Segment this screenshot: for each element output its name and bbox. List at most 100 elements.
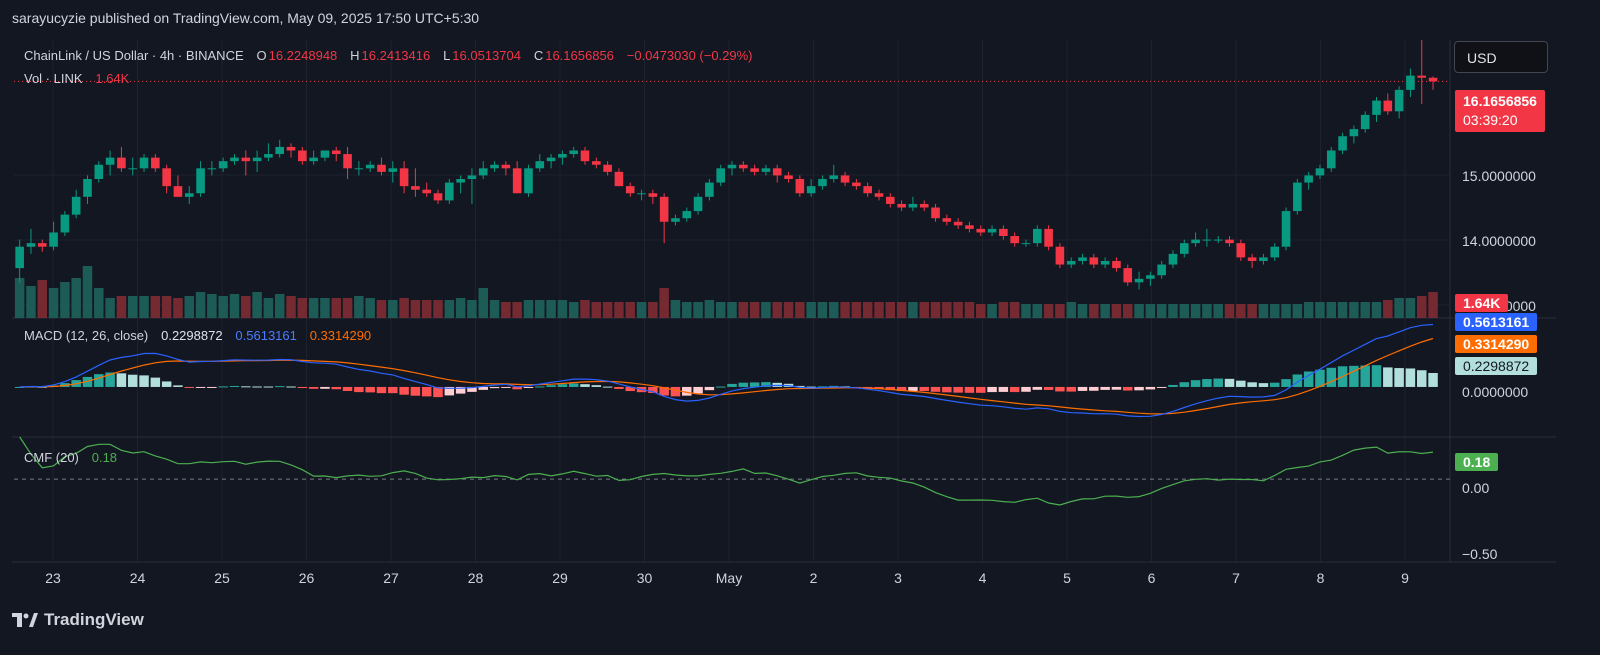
macd-signal-value: 0.3314290 [309, 328, 372, 343]
volume-bar [195, 292, 206, 318]
volume-bar [591, 302, 602, 318]
candle-body [829, 175, 839, 179]
candle-body [49, 232, 58, 247]
symbol-label[interactable]: ChainLink / US Dollar · 4h · BINANCE [24, 48, 244, 63]
volume-bar [693, 302, 703, 318]
candle-body [1213, 239, 1223, 241]
candle-body [433, 193, 443, 201]
time-tick-label: 25 [214, 570, 230, 586]
volume-bar [738, 302, 749, 318]
volume-bar [14, 278, 25, 318]
footer-brand[interactable]: TradingView [12, 610, 144, 630]
time-tick-label: 5 [1063, 570, 1071, 586]
volume-bar [614, 302, 624, 318]
volume-bar [455, 298, 466, 318]
macd-hist-bar [1315, 369, 1325, 387]
macd-hist-bar [105, 372, 115, 387]
candle-body [1383, 100, 1393, 112]
macd-hist-bar [727, 383, 737, 387]
volume-bar [998, 302, 1009, 318]
volume-bar [772, 302, 782, 318]
candle-body [1349, 129, 1359, 137]
candle-body [411, 186, 420, 190]
candle-body [1236, 243, 1246, 258]
candle-body [445, 182, 454, 201]
candle-body [15, 246, 24, 269]
candle-body [1360, 114, 1370, 130]
volume-label[interactable]: Vol · LINK [24, 71, 83, 86]
candle-body [569, 150, 578, 155]
macd-hist-bar [1009, 386, 1020, 393]
volume-bar [1009, 302, 1020, 318]
macd-hist-bar [1055, 386, 1065, 392]
volume-bar [1122, 304, 1133, 318]
candle-body [784, 175, 793, 179]
volume-bar [1202, 304, 1212, 318]
macd-hist-bar [421, 386, 432, 397]
candle-body [953, 221, 963, 226]
volume-bar [433, 300, 443, 318]
volume-bar [1303, 302, 1314, 318]
volume-bar [150, 296, 161, 318]
time-axis[interactable]: 23 24 25 26 27 28 29 30 May 2 3 4 5 6 7 8 9 [12, 562, 1450, 592]
macd-hist-bar [817, 386, 828, 388]
candle-body [388, 168, 398, 172]
volume-bar [942, 302, 952, 318]
cmf-label[interactable]: CMF (20) [24, 450, 79, 465]
volume-bar [184, 296, 195, 318]
macd-hist-bar [648, 386, 658, 393]
volume-bar [1315, 302, 1325, 318]
candle-body [264, 154, 273, 158]
currency-button[interactable]: USD [1454, 41, 1548, 73]
volume-bar [546, 300, 556, 318]
volume-bar [512, 302, 522, 318]
macd-hist-bar [1202, 379, 1212, 387]
macd-hist-bar [286, 386, 296, 388]
candle-body [558, 154, 567, 158]
candle-body [422, 189, 432, 194]
candle-body [1315, 168, 1325, 176]
volume-bar [829, 302, 839, 318]
candle-body [331, 150, 341, 155]
candle-body [365, 164, 375, 169]
macd-label[interactable]: MACD (12, 26, close) [24, 328, 149, 343]
candle-body [897, 203, 906, 208]
macd-hist-bar [1089, 386, 1099, 391]
candle-body [1066, 260, 1076, 265]
candle-body [117, 157, 126, 169]
candle-body [1168, 253, 1178, 265]
candle-body [772, 168, 782, 176]
volume-bar [1077, 304, 1088, 318]
macd-hist-bar [1405, 368, 1416, 387]
volume-bar [48, 288, 59, 318]
macd-hist-bar [1134, 386, 1144, 391]
macd-hist-bar [82, 376, 93, 387]
time-tick-label: 27 [383, 570, 399, 586]
macd-hist-bar [184, 386, 195, 388]
hist-tag: 0.2298872 [1455, 357, 1538, 375]
candle-body [682, 211, 692, 219]
candle-body [1338, 136, 1347, 151]
cmf-low-label: −0.50 [1462, 546, 1498, 560]
cmf-tag: 0.18 [1455, 453, 1499, 471]
candle-body [908, 203, 918, 208]
macd-hist-bar [195, 386, 206, 388]
time-tick-label: 7 [1232, 570, 1240, 586]
time-tick-label: 29 [552, 570, 568, 586]
volume-bar [1394, 298, 1404, 318]
volume-bar [1428, 292, 1438, 318]
volume-bar [501, 302, 511, 318]
macd-hist-bar [297, 386, 308, 389]
volume-bar [297, 298, 308, 318]
candle-body [512, 168, 522, 194]
volume-bar [806, 302, 816, 318]
macd-hist-bar [139, 375, 149, 387]
open-label: O [256, 48, 267, 63]
macd-hist-bar [399, 386, 409, 395]
volume-bar [1292, 304, 1303, 318]
macd-hist-bar [433, 386, 443, 398]
macd-hist-bar [738, 382, 749, 387]
macd-hist-bar [591, 385, 602, 387]
volume-bar [1021, 304, 1031, 318]
